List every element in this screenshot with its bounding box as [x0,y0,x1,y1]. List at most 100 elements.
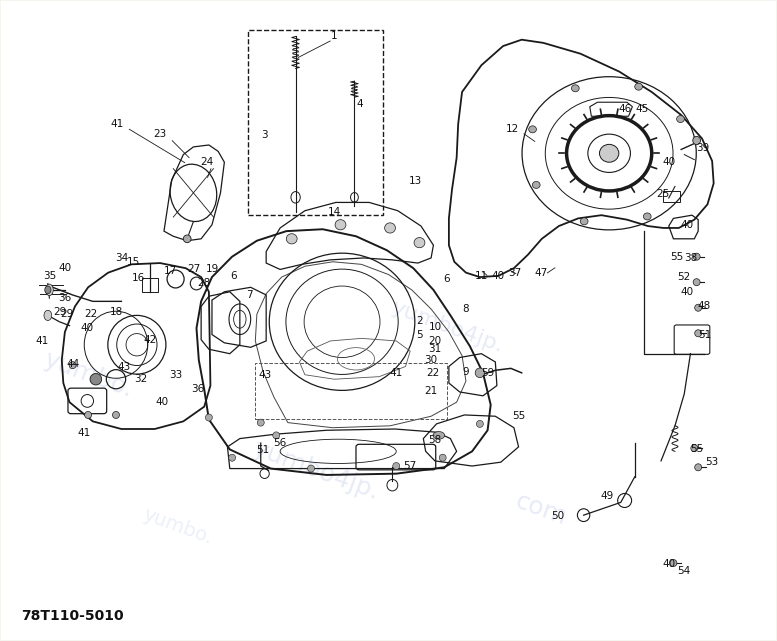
Text: 15: 15 [127,257,140,267]
Ellipse shape [433,431,444,439]
Text: 55: 55 [670,252,683,262]
Text: 40: 40 [80,323,93,333]
Bar [248,30,383,215]
Text: 40: 40 [680,287,693,297]
Ellipse shape [308,465,315,472]
Text: com: com [512,489,571,529]
Text: 16: 16 [132,272,145,283]
Text: 35: 35 [43,271,56,281]
Text: 36: 36 [58,293,71,303]
Ellipse shape [528,126,536,133]
Ellipse shape [257,419,264,426]
Text: 56: 56 [274,438,287,448]
Bar [664,191,681,203]
Text: 57: 57 [403,461,416,471]
Ellipse shape [643,213,651,220]
Ellipse shape [85,412,92,419]
Text: 41: 41 [389,368,402,378]
Ellipse shape [670,560,677,567]
Bar [142,278,158,292]
Ellipse shape [635,83,643,90]
Text: 29: 29 [53,307,66,317]
Text: 37: 37 [508,269,521,278]
Text: 40: 40 [662,560,675,569]
Text: 34: 34 [115,253,128,263]
Ellipse shape [44,310,52,320]
Ellipse shape [693,137,701,145]
Ellipse shape [46,284,54,296]
Text: 11: 11 [475,271,488,281]
Ellipse shape [693,253,700,260]
Text: 58: 58 [428,435,441,445]
Text: 53: 53 [706,457,719,467]
Text: 51: 51 [256,445,270,455]
Ellipse shape [693,279,700,286]
Ellipse shape [335,220,346,230]
Text: 40: 40 [58,263,71,273]
Text: 41: 41 [111,119,124,129]
Text: 4: 4 [357,99,363,108]
Ellipse shape [414,238,425,247]
Text: 2: 2 [416,315,423,326]
Text: 55: 55 [512,412,525,421]
Text: 41: 41 [35,336,48,346]
Text: 24: 24 [200,157,213,167]
Text: 42: 42 [144,335,157,345]
Text: 44: 44 [66,359,79,369]
Ellipse shape [600,144,618,162]
Text: 23: 23 [154,129,167,139]
Text: 48: 48 [698,301,711,312]
Text: 28: 28 [197,278,211,288]
Text: 7: 7 [246,290,253,300]
Ellipse shape [205,414,212,421]
Text: 3: 3 [261,130,268,140]
Text: 22: 22 [426,368,439,378]
Ellipse shape [45,286,51,294]
Text: 50: 50 [551,512,564,521]
Text: 51: 51 [698,329,711,340]
Ellipse shape [228,454,235,462]
Text: 43: 43 [258,370,271,379]
Text: 22: 22 [85,309,98,319]
Text: 6: 6 [230,271,237,281]
Text: 17: 17 [163,266,177,276]
Ellipse shape [183,235,191,243]
Text: 31: 31 [428,344,441,354]
Ellipse shape [286,234,297,244]
Ellipse shape [580,218,588,225]
Ellipse shape [90,374,102,385]
Text: 47: 47 [535,269,548,278]
Ellipse shape [392,463,399,469]
Text: yumbo.: yumbo. [141,505,216,548]
Text: 36: 36 [191,384,204,394]
Text: 41: 41 [78,428,91,438]
Text: 49: 49 [600,491,614,501]
Text: 29: 29 [61,309,74,319]
Text: 25: 25 [657,189,670,199]
Ellipse shape [677,115,685,122]
Text: 20: 20 [428,336,441,346]
Text: 13: 13 [409,176,422,187]
Ellipse shape [691,445,698,452]
Text: 43: 43 [117,362,131,372]
Ellipse shape [571,85,579,92]
Text: 9: 9 [462,367,469,376]
Ellipse shape [695,304,702,312]
Text: yumbo4jp.: yumbo4jp. [388,297,507,356]
Text: 39: 39 [696,143,709,153]
Ellipse shape [69,362,76,369]
Text: 52: 52 [678,272,691,282]
Text: 38: 38 [684,253,697,263]
Text: 40: 40 [662,157,675,167]
Ellipse shape [695,464,702,470]
Ellipse shape [695,329,702,337]
Ellipse shape [439,454,446,462]
Text: 19: 19 [205,265,218,274]
Text: 78T110-5010: 78T110-5010 [21,610,124,624]
Text: 59: 59 [481,368,494,378]
Ellipse shape [532,181,540,188]
Text: 46: 46 [618,104,631,113]
Ellipse shape [113,412,120,419]
Text: 45: 45 [636,104,649,113]
Text: 40: 40 [156,397,169,406]
